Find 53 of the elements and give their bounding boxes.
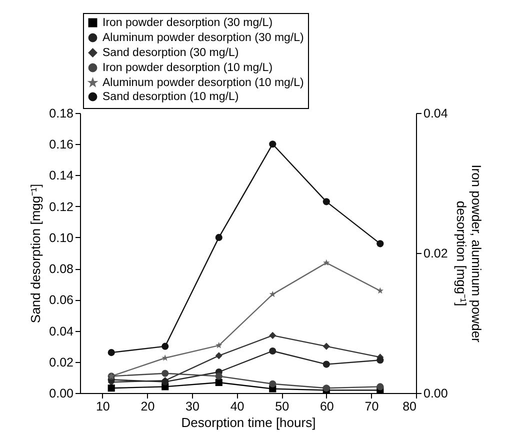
legend-label: Iron powder desorption (30 mg/L) [102, 16, 273, 29]
y-tick-label: 0.00 [49, 386, 74, 400]
y2-tick-label: 0.04 [424, 106, 448, 120]
point [323, 259, 330, 266]
point [162, 370, 169, 377]
point [215, 352, 222, 360]
x-tick-label: 70 [364, 400, 379, 414]
point [108, 349, 115, 356]
point [322, 198, 330, 206]
point [269, 347, 276, 355]
y-tick-label: 0.02 [49, 355, 74, 370]
point [215, 378, 222, 386]
y-tick-label: 0.10 [49, 230, 74, 245]
point [215, 234, 222, 241]
point [162, 354, 168, 361]
legend-label: Sand desorption (10 mg/L) [102, 90, 239, 103]
point [216, 342, 222, 348]
y-tick-label: 0.14 [49, 168, 74, 183]
x-tick-label: 30 [186, 400, 200, 414]
point [269, 290, 276, 298]
y-tick-label: 0.06 [49, 293, 74, 308]
x-tick-label: 50 [275, 400, 290, 414]
point [269, 140, 276, 148]
point [215, 372, 222, 380]
legend-label: Sand desorption (30 mg/L) [102, 46, 239, 59]
y2-axis-title: Iron powder, aluminum powder desorption [mgg⁻¹] [454, 164, 484, 344]
y-tick-label: 0.04 [49, 324, 74, 338]
y-tick-label: 0.12 [49, 200, 74, 214]
legend-label: Aluminum powder desorption (10 mg/L) [102, 76, 304, 89]
point [376, 356, 384, 364]
x-tick-label: 40 [230, 400, 244, 414]
point [376, 287, 384, 294]
point [108, 384, 115, 392]
y-tick-label: 0.08 [49, 262, 74, 276]
point [376, 240, 384, 248]
y-axis-title: Sand desorption [mgg⁻¹] [28, 184, 44, 324]
y-tick-label: 0.18 [49, 106, 74, 120]
point [376, 383, 384, 390]
legend-label: Iron powder desorption (10 mg/L) [102, 62, 273, 74]
point [162, 342, 169, 350]
x-tick-label: 20 [140, 400, 155, 414]
y-tick-label: 0.16 [49, 138, 74, 152]
x-tick-label: 10 [96, 400, 110, 414]
x-tick-label: 60 [320, 400, 334, 414]
point [269, 380, 276, 388]
x-tick-label: 80 [402, 400, 417, 414]
point [269, 332, 276, 339]
y2-tick-label: 0.00 [424, 386, 448, 400]
point [322, 342, 330, 350]
y2-tick-label: 0.02 [424, 246, 448, 260]
x-axis-title: Desorption time [hours] [181, 415, 316, 430]
point [322, 360, 330, 368]
legend-label: Aluminum powder desorption (30 mg/L) [102, 32, 304, 44]
